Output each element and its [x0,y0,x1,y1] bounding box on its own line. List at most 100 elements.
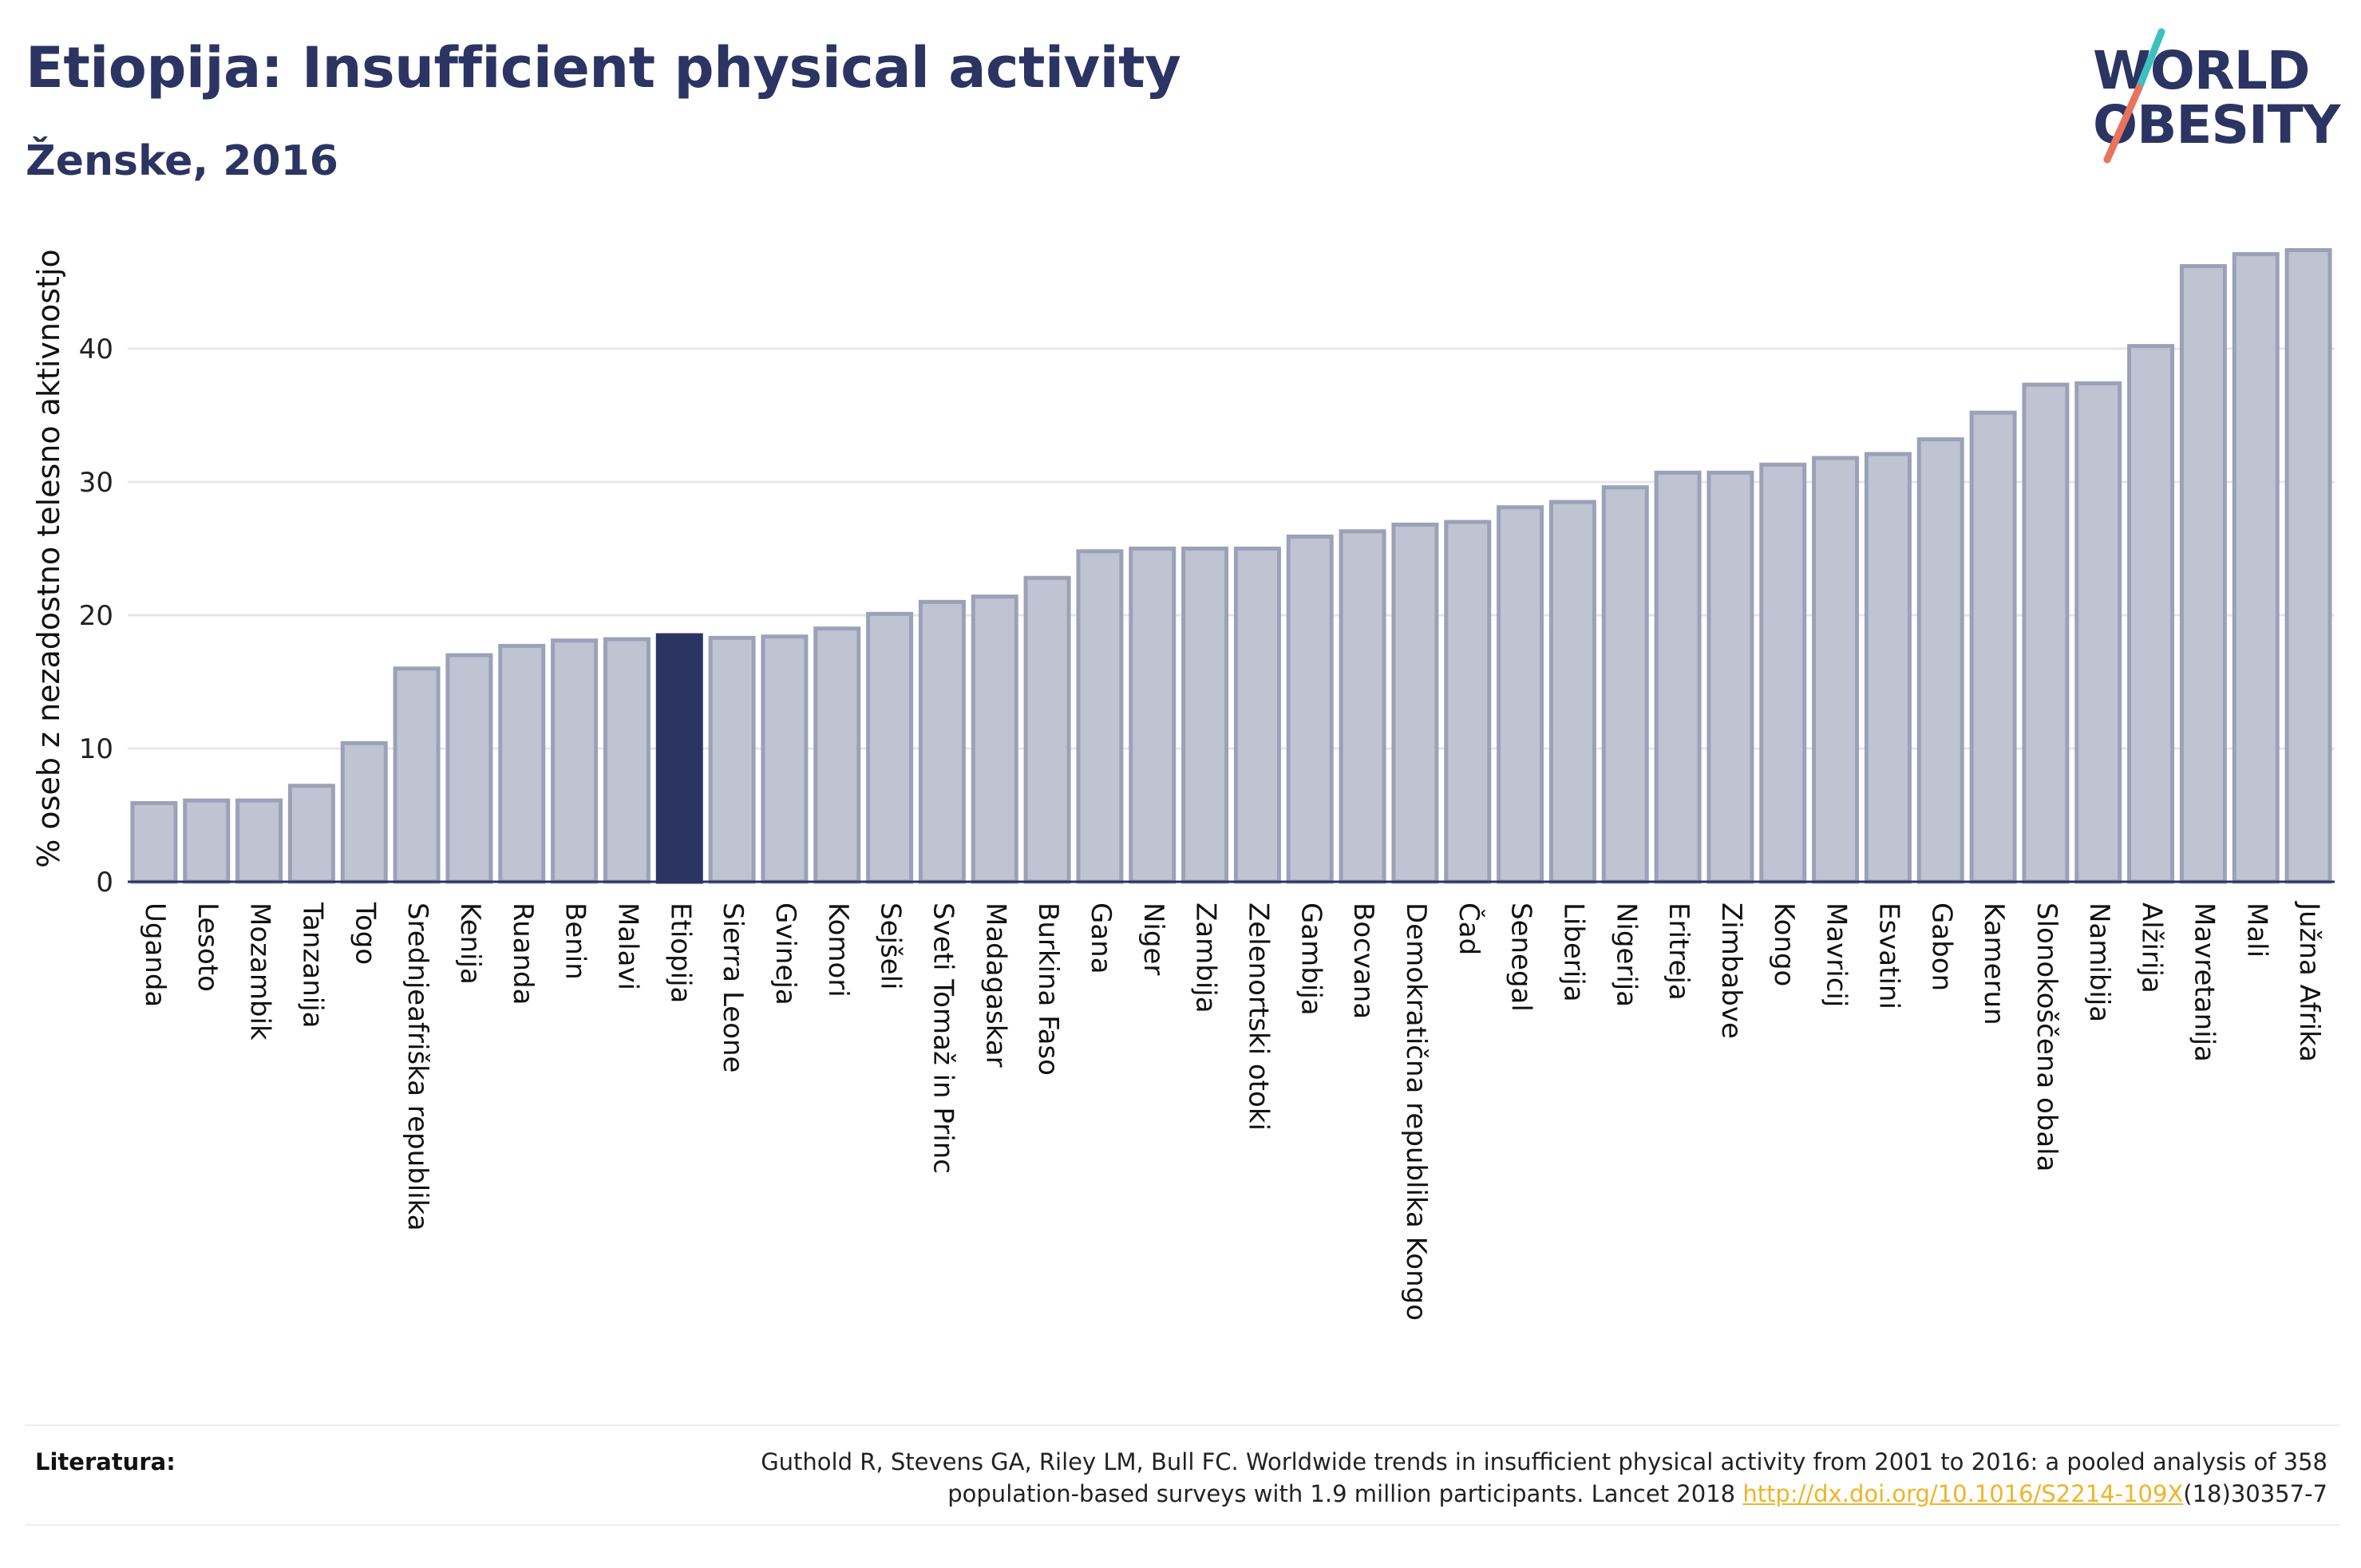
y-tick-label: 30 [79,467,113,499]
x-tick-label: Kamerun [1978,902,2010,1025]
bar[interactable] [1286,534,1334,884]
bar[interactable] [2232,251,2280,884]
y-tick-label: 20 [79,600,113,632]
x-tick-label: Južna Afrika [2293,901,2325,1062]
reference-text: Guthold R, Stevens GA, Riley LM, Bull FC… [492,1446,2327,1510]
x-tick-label: Sierra Leone [717,902,749,1072]
x-tick-label: Mavretanija [2188,902,2220,1062]
x-tick-label: Slonokoščena obala [2031,902,2062,1171]
bar[interactable] [1916,437,1964,884]
bar[interactable] [1969,410,2017,884]
x-tick-label: Esvatini [1873,902,1904,1009]
footer-divider-bottom [26,1524,2340,1526]
x-tick-label: Sveti Tomaž in Princ [927,902,959,1174]
y-tick-label: 0 [96,867,113,899]
bar[interactable] [130,800,178,884]
x-tick-label: Eritreja [1663,902,1695,1001]
world-obesity-logo[interactable]: WORLD OBESITY [2075,24,2347,168]
x-tick-label: Lesoto [192,902,223,992]
logo-word-world: WORLD [2093,40,2311,101]
bar[interactable] [2179,263,2227,884]
x-tick-label: Mavricij [1821,902,1853,1007]
bar[interactable] [1706,470,1754,884]
bar[interactable] [1339,529,1386,884]
x-tick-label: Sejšeli [875,902,907,989]
bar[interactable] [445,653,493,884]
reference-line-2: population-based surveys with 1.9 millio… [947,1480,1743,1507]
x-tick-label: Nigerija [1610,902,1642,1007]
bar[interactable] [2127,344,2175,884]
reference-line-2-suffix: (18)30357-7 [2183,1480,2327,1507]
logo-slash-icon [2103,28,2165,164]
reference-doi-link[interactable]: http://dx.doi.org/10.1016/S2214-109X [1742,1480,2184,1507]
x-tick-label: Čad [1453,902,1485,955]
x-tick-label: Mozambik [244,902,276,1041]
bar[interactable] [761,634,809,884]
x-tick-label: Gvineja [769,902,801,1005]
x-tick-label: Alžirija [2136,902,2168,993]
x-tick-label: Zimbabve [1715,902,1747,1039]
bar[interactable] [866,611,914,884]
y-tick-label: 40 [79,334,113,365]
bar[interactable] [1023,575,1071,884]
x-tick-label: Kenija [454,902,486,985]
x-tick-label: Srednjeafriška republika [401,902,433,1231]
bar[interactable] [183,798,231,884]
y-tick-label: 10 [79,733,113,765]
x-tick-label: Liberija [1557,902,1589,1002]
bar[interactable] [1391,522,1439,884]
x-tick-label: Kongo [1768,902,1800,986]
x-tick-label: Senegal [1505,902,1537,1012]
x-tick-label: Togo [349,902,381,965]
bar[interactable] [498,643,546,884]
bar[interactable] [603,637,651,884]
y-axis-label: % oseb z nezadostno telesno aktivnostjo [31,249,66,868]
bar[interactable] [393,666,441,884]
x-tick-label: Gana [1085,902,1117,974]
footer-divider-top [26,1424,2340,1426]
x-tick-label: Mali [2240,902,2272,958]
x-tick-label: Benin [560,902,591,980]
x-tick-label: Zelenortski otoki [1242,902,1274,1131]
chart-title: Etiopija: Insufficient physical activity [26,35,1181,101]
bar[interactable] [551,638,599,884]
bar[interactable] [1864,452,1912,884]
bar[interactable] [813,626,861,884]
bar[interactable] [2284,247,2332,884]
bar[interactable] [1497,505,1544,884]
reference-label: Literatura: [35,1448,176,1475]
bar[interactable] [1548,500,1596,884]
bar[interactable] [1129,547,1177,884]
y-tick-labels: 0 10 20 30 40 [79,334,113,899]
x-tick-label: Ruanda [507,902,539,1005]
bar[interactable] [2022,382,2070,884]
bar[interactable] [1076,549,1124,884]
x-tick-label: Niger [1137,902,1169,975]
x-tick-label: Komori [822,902,854,997]
x-tick-label: Gambija [1295,902,1327,1016]
bar[interactable] [708,635,756,884]
bar-highlighted[interactable] [655,633,703,884]
bar[interactable] [918,599,966,884]
bar[interactable] [1233,547,1281,884]
bar[interactable] [287,784,335,884]
x-tick-label: Namibija [2083,902,2115,1022]
bar[interactable] [1181,547,1229,884]
bar[interactable] [1812,456,1860,884]
bar[interactable] [971,594,1018,884]
x-tick-label: Zambija [1190,902,1222,1013]
bar[interactable] [1759,462,1807,884]
bar[interactable] [1654,470,1702,884]
reference-line-1: Guthold R, Stevens GA, Riley LM, Bull FC… [761,1448,2327,1475]
chart-subtitle: Ženske, 2016 [26,137,338,185]
x-tick-label: Malavi [611,902,643,990]
x-tick-label: Uganda [139,902,171,1007]
bar[interactable] [340,741,388,884]
x-tick-label: Gabon [1925,902,1957,991]
bar[interactable] [1601,485,1649,884]
bar[interactable] [235,798,283,884]
x-tick-label: Burkina Faso [1032,902,1064,1076]
bar[interactable] [1444,519,1492,884]
bar[interactable] [2074,381,2122,884]
x-tick-label: Etiopija [664,902,696,1003]
